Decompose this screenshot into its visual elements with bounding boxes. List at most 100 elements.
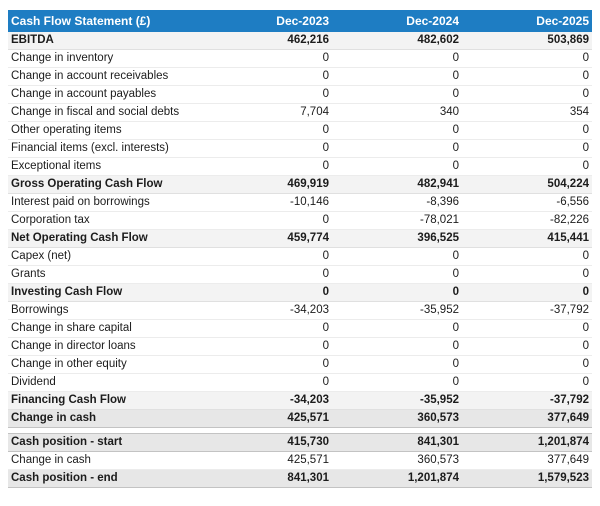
row-value: -34,203	[202, 391, 332, 410]
row-value: 459,774	[202, 229, 332, 248]
row-value: 462,216	[202, 32, 332, 50]
row-value: 360,573	[332, 409, 462, 428]
row-value: -6,556	[462, 193, 592, 212]
row-value: 0	[332, 265, 462, 284]
table-row: Change in fiscal and social debts 7,704 34…	[8, 103, 592, 122]
row-value: 0	[202, 319, 332, 338]
row-value: 425,571	[202, 451, 332, 470]
row-value: -35,952	[332, 301, 462, 320]
row-value: 360,573	[332, 451, 462, 470]
row-value: -82,226	[462, 211, 592, 230]
table-row: Dividend 0 0 0	[8, 373, 592, 392]
row-value: 415,730	[202, 433, 332, 452]
row-value: 396,525	[332, 229, 462, 248]
row-label: Change in other equity	[8, 355, 202, 374]
row-value: 1,201,874	[332, 469, 462, 488]
row-label: Capex (net)	[8, 247, 202, 266]
row-value: 503,869	[462, 32, 592, 50]
table-row: Grants 0 0 0	[8, 265, 592, 284]
row-value: 0	[202, 247, 332, 266]
row-value: 0	[202, 355, 332, 374]
table-body-cash-position: Cash position - start 415,730 841,301 1,201…	[8, 433, 592, 488]
table-row: Change in account payables 0 0 0	[8, 85, 592, 104]
row-value: 0	[202, 157, 332, 176]
column-header-dec-2023: Dec-2023	[202, 10, 332, 32]
table-row: Change in share capital 0 0 0	[8, 319, 592, 338]
row-value: 0	[462, 283, 592, 302]
row-value: 0	[462, 337, 592, 356]
row-label: Change in share capital	[8, 319, 202, 338]
column-header-dec-2024: Dec-2024	[332, 10, 462, 32]
table-row: Change in other equity 0 0 0	[8, 355, 592, 374]
row-label: Change in inventory	[8, 49, 202, 68]
section-gap	[8, 427, 592, 434]
row-value: 0	[332, 355, 462, 374]
table-row: Cash position - start 415,730 841,301 1,201…	[8, 433, 592, 452]
row-label: Corporation tax	[8, 211, 202, 230]
table-row: Change in account receivables 0 0 0	[8, 67, 592, 86]
row-value: 0	[462, 67, 592, 86]
row-label: Change in director loans	[8, 337, 202, 356]
row-value: 0	[332, 373, 462, 392]
row-label: Other operating items	[8, 121, 202, 140]
row-value: -10,146	[202, 193, 332, 212]
table-body-main: EBITDA 462,216 482,602 503,869 Change in inv…	[8, 32, 592, 428]
row-value: -8,396	[332, 193, 462, 212]
cash-flow-table: Cash Flow Statement (£) Dec-2023 Dec-202…	[8, 10, 592, 488]
row-value: 841,301	[202, 469, 332, 488]
row-value: 0	[202, 265, 332, 284]
row-label: Borrowings	[8, 301, 202, 320]
row-value: 340	[332, 103, 462, 122]
table-row: Financing Cash Flow -34,203 -35,952 -37,792	[8, 391, 592, 410]
row-value: 841,301	[332, 433, 462, 452]
row-value: 469,919	[202, 175, 332, 194]
row-label: Change in fiscal and social debts	[8, 103, 202, 122]
section-spacer	[8, 427, 592, 434]
row-value: 377,649	[462, 409, 592, 428]
cash-flow-statement: Cash Flow Statement (£) Dec-2023 Dec-202…	[8, 10, 592, 488]
row-value: 354	[462, 103, 592, 122]
row-value: -35,952	[332, 391, 462, 410]
row-value: 0	[202, 139, 332, 158]
section-spacer-row	[8, 427, 592, 434]
row-value: 0	[332, 139, 462, 158]
row-label: Investing Cash Flow	[8, 283, 202, 302]
table-row: Change in inventory 0 0 0	[8, 49, 592, 68]
row-label: Dividend	[8, 373, 202, 392]
table-row: Investing Cash Flow 0 0 0	[8, 283, 592, 302]
row-value: 0	[462, 319, 592, 338]
row-value: 0	[462, 85, 592, 104]
row-value: 415,441	[462, 229, 592, 248]
row-label: Net Operating Cash Flow	[8, 229, 202, 248]
row-label: Grants	[8, 265, 202, 284]
row-value: 0	[202, 373, 332, 392]
row-label: Cash position - end	[8, 469, 202, 488]
table-row: EBITDA 462,216 482,602 503,869	[8, 32, 592, 50]
row-label: Financial items (excl. interests)	[8, 139, 202, 158]
row-label: Cash position - start	[8, 433, 202, 452]
row-value: 425,571	[202, 409, 332, 428]
row-value: 0	[462, 355, 592, 374]
row-label: Interest paid on borrowings	[8, 193, 202, 212]
table-row: Change in director loans 0 0 0	[8, 337, 592, 356]
table-row: Net Operating Cash Flow 459,774 396,525 415…	[8, 229, 592, 248]
row-value: 0	[462, 265, 592, 284]
table-row: Change in cash 425,571 360,573 377,649	[8, 451, 592, 470]
column-header-dec-2025: Dec-2025	[462, 10, 592, 32]
row-value: 0	[462, 49, 592, 68]
row-value: 0	[462, 121, 592, 140]
row-value: 0	[202, 211, 332, 230]
table-row: Borrowings -34,203 -35,952 -37,792	[8, 301, 592, 320]
row-value: 0	[462, 157, 592, 176]
table-row: Change in cash 425,571 360,573 377,649	[8, 409, 592, 428]
row-value: 0	[332, 85, 462, 104]
row-value: 0	[332, 157, 462, 176]
row-value: 0	[332, 247, 462, 266]
table-row: Exceptional items 0 0 0	[8, 157, 592, 176]
row-value: 0	[202, 67, 332, 86]
row-value: -37,792	[462, 301, 592, 320]
row-value: 0	[332, 49, 462, 68]
row-value: 0	[332, 121, 462, 140]
row-value: 504,224	[462, 175, 592, 194]
row-value: 377,649	[462, 451, 592, 470]
